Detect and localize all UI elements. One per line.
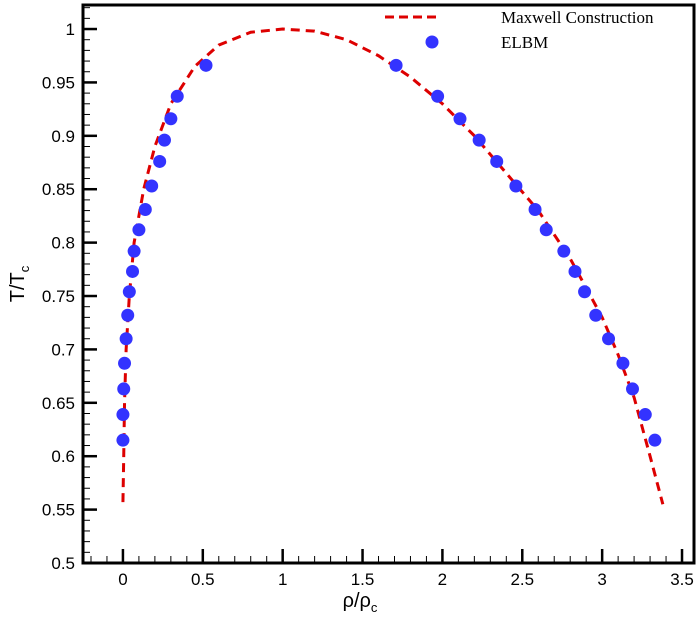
x-tick-label: 0.5 [191,570,215,589]
elbm-point [116,408,130,422]
elbm-point [638,408,652,422]
x-tick-label: 2.5 [510,570,534,589]
y-tick-label: 0.65 [42,394,75,413]
x-axis-label: ρ/ρc [343,590,378,615]
elbm-point [616,356,630,370]
elbm-point [557,244,571,258]
x-axis-label-main: ρ/ρ [343,590,371,612]
elbm-point [153,154,167,168]
elbm-point [389,58,403,72]
elbm-point [164,112,178,126]
x-tick-label: 2 [438,570,447,589]
legend-label-maxwell: Maxwell Construction [501,8,654,27]
legend-marker-elbm [425,35,439,49]
elbm-point [568,264,582,278]
elbm-point [170,89,184,103]
elbm-point [118,356,132,370]
y-tick-label: 0.95 [42,73,75,92]
elbm-point [539,223,553,237]
x-tick-label: 0 [118,570,127,589]
elbm-point [490,154,504,168]
elbm-point [199,58,213,72]
elbm-point [157,133,171,147]
elbm-point [127,244,141,258]
y-tick-label: 1 [66,20,75,39]
elbm-point [602,332,616,346]
x-tick-label: 3.5 [670,570,694,589]
elbm-point [578,285,592,299]
x-tick-label: 1.5 [351,570,375,589]
y-axis-label: T/Tc [7,265,32,302]
elbm-point [116,433,130,447]
elbm-point [138,203,152,217]
elbm-point [648,433,662,447]
elbm-point [626,382,640,396]
y-tick-label: 0.75 [42,287,75,306]
x-tick-label: 3 [597,570,606,589]
y-tick-label: 0.5 [51,554,75,573]
y-tick-label: 0.6 [51,447,75,466]
elbm-point [145,179,159,193]
legend-label-elbm: ELBM [501,33,548,52]
maxwell-curve [121,27,665,505]
elbm-point [132,223,146,237]
y-tick-label: 0.8 [51,234,75,253]
elbm-point [121,308,135,322]
elbm-point [472,133,486,147]
elbm-point [119,332,133,346]
axis-ticks: 0 0.5 1 1.5 2 2.5 3 3.5 0.5 0.55 0.6 0.65 0.7 0.75 0.8… [42,7,694,589]
elbm-point [126,264,140,278]
elbm-points [116,58,662,447]
x-axis-label-sub: c [371,600,378,615]
elbm-point [117,382,131,396]
elbm-point [122,285,136,299]
elbm-point [509,179,523,193]
elbm-point [528,203,542,217]
y-tick-label: 0.9 [51,127,75,146]
y-tick-label: 0.55 [42,501,75,520]
y-tick-label: 0.85 [42,180,75,199]
elbm-point [589,308,603,322]
y-axis-label-sub: c [17,265,32,272]
plot-frame [81,3,696,565]
legend: Maxwell Construction ELBM [385,8,654,52]
maxwell-line [121,27,665,505]
y-axis-label-main: T/T [7,272,29,302]
x-tick-label: 1 [278,570,287,589]
elbm-point [431,89,445,103]
elbm-point [453,112,467,126]
y-tick-label: 0.7 [51,340,75,359]
